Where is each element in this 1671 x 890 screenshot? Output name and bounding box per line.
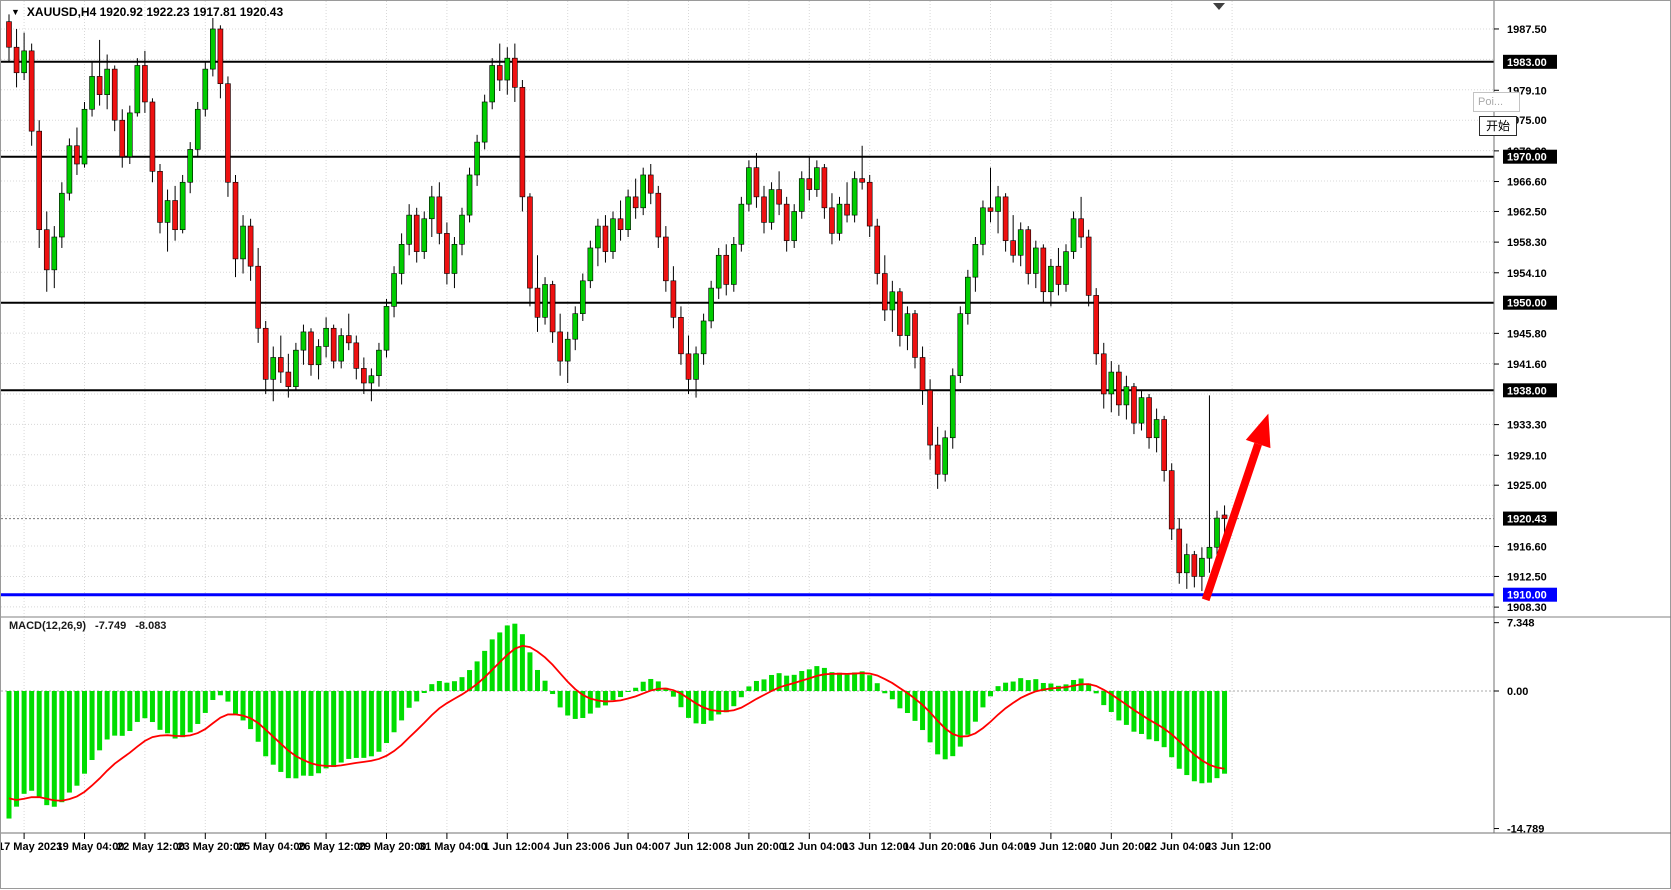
pane-separators: [1, 1, 1671, 834]
svg-text:1933.30: 1933.30: [1507, 420, 1547, 432]
svg-text:23 May 20:00: 23 May 20:00: [177, 841, 245, 853]
macd-signal-value: -8.083: [135, 620, 167, 632]
svg-text:1910.00: 1910.00: [1507, 590, 1547, 602]
svg-text:22 May 12:00: 22 May 12:00: [117, 841, 185, 853]
chart-shift-marker[interactable]: [1213, 3, 1225, 10]
svg-text:22 Jun 04:00: 22 Jun 04:00: [1145, 841, 1211, 853]
svg-text:1916.60: 1916.60: [1507, 542, 1547, 554]
svg-text:1945.80: 1945.80: [1507, 328, 1547, 340]
price-badge-1983.00: [1503, 54, 1557, 69]
svg-text:19 May 04:00: 19 May 04:00: [57, 841, 125, 853]
svg-text:1987.50: 1987.50: [1507, 24, 1547, 36]
svg-text:1983.00: 1983.00: [1507, 57, 1547, 69]
svg-text:8 Jun 20:00: 8 Jun 20:00: [725, 841, 785, 853]
price-badge-1950.00: [1503, 295, 1557, 310]
symbol-ohlc-title: XAUUSD,H4 1920.92 1922.23 1917.81 1920.4…: [26, 5, 284, 19]
svg-text:14 Jun 20:00: 14 Jun 20:00: [903, 841, 969, 853]
svg-text:-14.789: -14.789: [1507, 824, 1544, 836]
svg-text:1950.00: 1950.00: [1507, 298, 1547, 310]
svg-text:13 Jun 12:00: 13 Jun 12:00: [843, 841, 909, 853]
symbol-dropdown-icon[interactable]: ▼: [11, 6, 20, 17]
svg-text:1962.50: 1962.50: [1507, 206, 1547, 218]
horizontal-lines[interactable]: [1, 60, 1494, 597]
trend-arrow[interactable]: [1201, 413, 1271, 602]
svg-text:7 Jun 12:00: 7 Jun 12:00: [665, 841, 725, 853]
object-tooltip: Poi...: [1473, 92, 1520, 112]
price-badge-1920.43: [1503, 511, 1557, 526]
price-axis[interactable]: 1987.501979.101975.001970.801966.601962.…: [1494, 24, 1557, 836]
svg-text:19 Jun 12:00: 19 Jun 12:00: [1024, 841, 1090, 853]
svg-text:4 Jun 23:00: 4 Jun 23:00: [544, 841, 604, 853]
macd-name: MACD(12,26,9): [9, 620, 87, 632]
svg-text:0.00: 0.00: [1507, 686, 1528, 698]
svg-text:1970.00: 1970.00: [1507, 152, 1547, 164]
svg-text:1920.43: 1920.43: [1507, 514, 1547, 526]
svg-text:6 Jun 04:00: 6 Jun 04:00: [604, 841, 664, 853]
macd-indicator-label: MACD(12,26,9) -7.749 -8.083: [9, 620, 166, 632]
svg-text:16 Jun 04:00: 16 Jun 04:00: [963, 841, 1029, 853]
svg-text:17 May 2023: 17 May 2023: [1, 841, 62, 853]
svg-text:20 Jun 20:00: 20 Jun 20:00: [1084, 841, 1150, 853]
svg-text:1966.60: 1966.60: [1507, 177, 1547, 189]
candles: [6, 14, 1228, 592]
svg-text:26 May 12:00: 26 May 12:00: [298, 841, 366, 853]
macd-main-value: -7.749: [95, 620, 127, 632]
svg-text:1954.10: 1954.10: [1507, 268, 1547, 280]
svg-text:23 Jun 12:00: 23 Jun 12:00: [1205, 841, 1271, 853]
price-badge-1910.00: [1503, 587, 1557, 602]
svg-text:25 May 04:00: 25 May 04:00: [238, 841, 306, 853]
svg-text:1 Jun 12:00: 1 Jun 12:00: [483, 841, 543, 853]
start-button[interactable]: 开始: [1479, 116, 1517, 136]
price-badge-1938.00: [1503, 383, 1557, 398]
svg-text:1912.50: 1912.50: [1507, 571, 1547, 583]
svg-text:1941.60: 1941.60: [1507, 359, 1547, 371]
svg-text:7.348: 7.348: [1507, 618, 1535, 630]
svg-text:1929.10: 1929.10: [1507, 450, 1547, 462]
svg-text:31 May 04:00: 31 May 04:00: [419, 841, 487, 853]
macd-signal-line: [8, 644, 1225, 802]
svg-text:1908.30: 1908.30: [1507, 602, 1547, 614]
svg-text:29 May 20:00: 29 May 20:00: [359, 841, 427, 853]
svg-text:1938.00: 1938.00: [1507, 385, 1547, 397]
price-badge-1970.00: [1503, 149, 1557, 164]
svg-text:12 Jun 04:00: 12 Jun 04:00: [782, 841, 848, 853]
grid-lines: [1, 1, 1494, 833]
macd-histogram: [6, 623, 1228, 819]
svg-text:1925.00: 1925.00: [1507, 480, 1547, 492]
svg-text:1958.30: 1958.30: [1507, 237, 1547, 249]
chart-title: ▼ XAUUSD,H4 1920.92 1922.23 1917.81 1920…: [11, 5, 283, 19]
